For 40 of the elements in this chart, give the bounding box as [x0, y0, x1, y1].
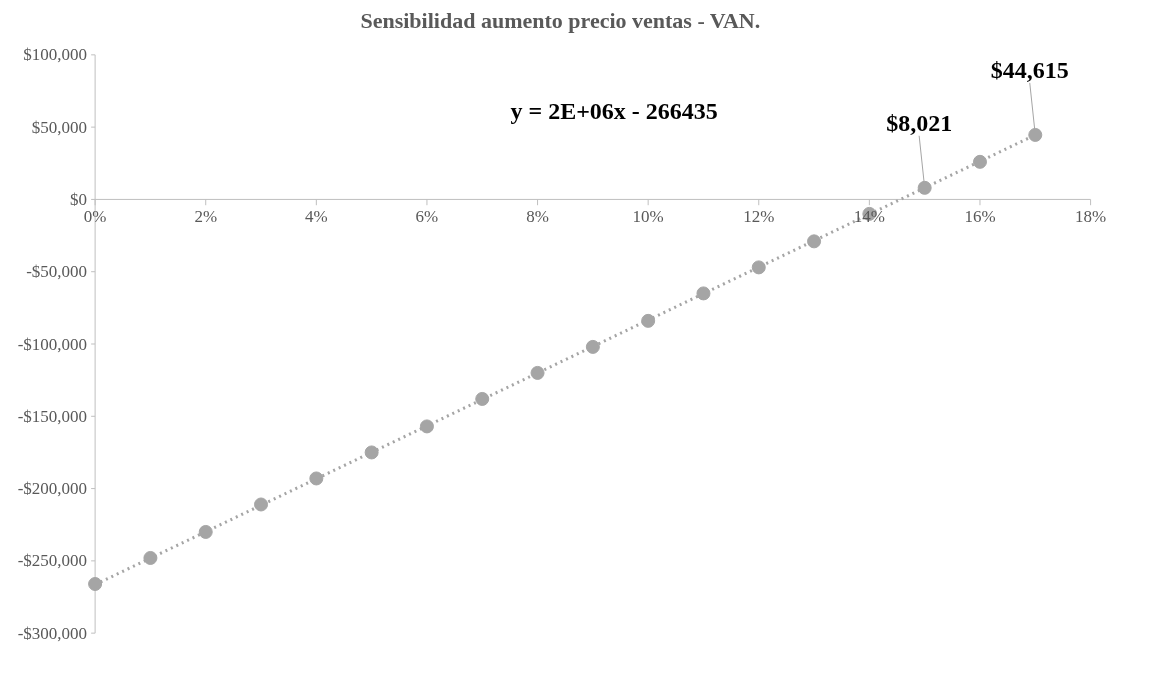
- x-tick-label: 12%: [743, 207, 775, 227]
- point: [254, 497, 269, 512]
- y-tick-label: $100,000: [23, 45, 88, 65]
- point: [1028, 127, 1043, 142]
- data-label: $8,021: [886, 109, 953, 136]
- x-tick-label: 16%: [964, 207, 996, 227]
- x-tick-label: 2%: [194, 207, 218, 227]
- point: [530, 365, 545, 380]
- y-tick-label: $0: [70, 189, 88, 209]
- point: [972, 154, 987, 169]
- point: [585, 339, 600, 354]
- y-tick-label: -$250,000: [17, 551, 88, 571]
- y-tick-label: -$100,000: [17, 334, 88, 354]
- point: [309, 471, 324, 486]
- x-tick-label: 14%: [853, 207, 885, 227]
- y-tick-label: $50,000: [31, 117, 88, 137]
- point: [364, 445, 379, 460]
- point: [641, 313, 656, 328]
- point: [143, 550, 158, 565]
- point: [917, 180, 932, 195]
- y-tick-label: -$300,000: [17, 623, 88, 643]
- y-tick-label: -$150,000: [17, 406, 88, 426]
- y-tick-label: -$50,000: [26, 262, 88, 282]
- chart-title: Sensibilidad aumento precio ventas - VAN.: [360, 7, 761, 33]
- annotation: y = 2E+06x - 266435: [510, 97, 718, 124]
- x-tick-label: 6%: [415, 207, 439, 227]
- x-tick-label: 18%: [1075, 207, 1107, 227]
- y-tick-label: -$200,000: [17, 479, 88, 499]
- point: [419, 419, 434, 434]
- point: [198, 524, 213, 539]
- point: [696, 286, 711, 301]
- x-tick-label: 0%: [83, 207, 107, 227]
- x-tick-label: 10%: [632, 207, 664, 227]
- point: [88, 577, 103, 591]
- x-tick-label: 8%: [526, 207, 549, 227]
- point: [475, 391, 490, 406]
- x-tick-label: 4%: [305, 207, 328, 227]
- point: [807, 234, 822, 249]
- data-label: $44,615: [990, 56, 1069, 83]
- point: [751, 260, 766, 275]
